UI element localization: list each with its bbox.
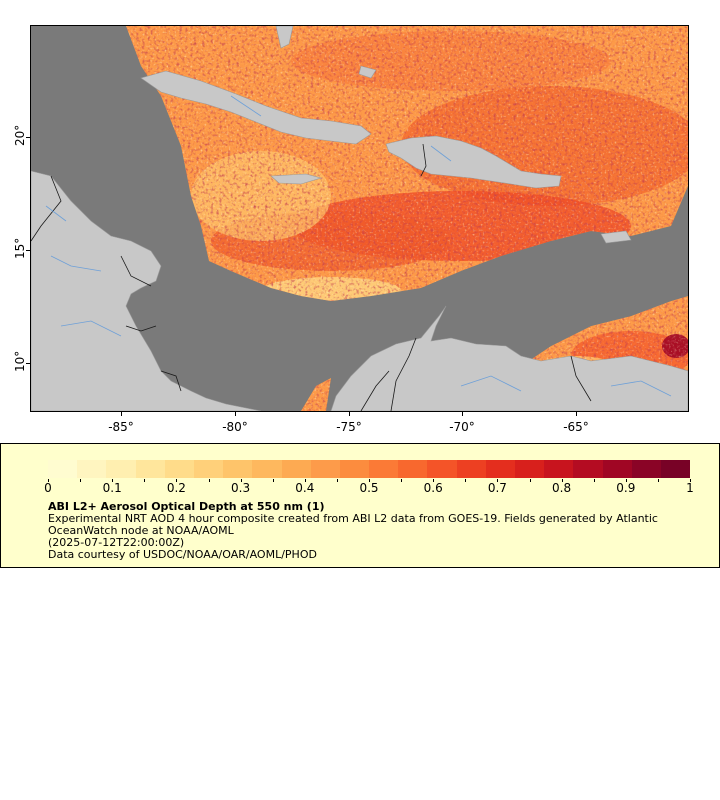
jamaica: [270, 173, 323, 185]
colorbar-tick-mark: [208, 479, 210, 482]
x-tick: [349, 412, 350, 416]
x-tick: [576, 412, 577, 416]
colorbar-tick-mark: [401, 479, 403, 482]
nodata-gap: [461, 236, 688, 366]
colorbar-tick-label: 0: [44, 481, 52, 495]
x-tick: [235, 412, 236, 416]
colorbar-swatch: [106, 460, 136, 478]
colorbar-tick-mark: [240, 479, 242, 482]
colorbar-tick-label: 0.5: [359, 481, 379, 495]
colorbar-tick-mark: [433, 479, 435, 482]
colorbar-swatch: [369, 460, 399, 478]
colorbar-tick-mark: [690, 479, 691, 482]
colorbar-swatch: [135, 460, 165, 478]
colorbar-swatch: [164, 460, 194, 478]
colorbar-tick-mark: [625, 479, 627, 482]
legend-title: ABI L2+ Aerosol Optical Depth at 550 nm …: [48, 500, 325, 513]
y-tick: [26, 137, 30, 138]
colorbar-tick-label: 0.8: [552, 481, 572, 495]
land-masses: [31, 26, 688, 411]
colorbar-tick-mark: [657, 479, 659, 482]
colorbar-tick-label: 0.1: [102, 481, 122, 495]
legend-text: ABI L2+ Aerosol Optical Depth at 550 nm …: [48, 501, 698, 561]
x-axis-label: -85°: [108, 420, 134, 434]
colorbar-swatch: [398, 460, 428, 478]
country-borders: [31, 143, 592, 411]
colorbar-swatch: [602, 460, 632, 478]
x-axis-label: -70°: [449, 420, 475, 434]
colorbar-tick-mark: [336, 479, 338, 482]
colorbar-swatch: [631, 460, 661, 478]
legend-timestamp: (2025-07-12T22:00:00Z): [48, 536, 185, 549]
colorbar-tick-mark: [465, 479, 467, 482]
colorbar-tick-label: 1: [686, 481, 694, 495]
colorbar-tick-label: 0.2: [166, 481, 186, 495]
aod-map: [31, 26, 688, 411]
colorbar-swatch: [48, 460, 78, 478]
colorbar-tick-mark: [304, 479, 306, 482]
colorbar-swatch: [573, 460, 603, 478]
cuba: [140, 70, 372, 145]
y-axis-label: 15°: [13, 237, 27, 259]
legend-panel: ABI L2+ Aerosol Optical Depth at 550 nm …: [0, 443, 720, 568]
colorbar: [48, 460, 691, 478]
colorbar-swatch: [427, 460, 457, 478]
colorbar-tick-mark: [272, 479, 274, 482]
hispaniola: [385, 135, 562, 189]
colorbar-swatch: [223, 460, 253, 478]
x-tick: [462, 412, 463, 416]
x-axis-label: -65°: [563, 420, 589, 434]
colorbar-tick-mark: [369, 479, 370, 482]
y-axis-label: 20°: [13, 124, 27, 146]
x-tick: [121, 412, 122, 416]
colorbar-tick-mark: [529, 479, 531, 482]
colorbar-tick-mark: [112, 479, 114, 482]
colorbar-swatch: [193, 460, 224, 478]
colorbar-swatch: [339, 460, 370, 478]
colorbar-tick-mark: [497, 479, 499, 482]
colorbar-tick-mark: [561, 479, 563, 482]
colorbar-tick-mark: [48, 479, 49, 482]
colorbar-tick-label: 0.9: [616, 481, 636, 495]
colorbar-swatch: [544, 460, 574, 478]
rivers: [45, 95, 672, 397]
colorbar-swatch: [660, 460, 691, 478]
y-tick: [26, 363, 30, 364]
south-america: [330, 305, 688, 411]
central-america: [31, 170, 262, 411]
colorbar-swatch: [252, 460, 282, 478]
colorbar-tick-mark: [176, 479, 178, 482]
colorbar-tick-label: 0.3: [231, 481, 251, 495]
x-axis-label: -80°: [222, 420, 248, 434]
colorbar-tick-mark: [593, 479, 595, 482]
colorbar-tick-label: 0.6: [423, 481, 443, 495]
y-tick: [26, 250, 30, 251]
legend-description: Experimental NRT AOD 4 hour composite cr…: [48, 512, 658, 537]
y-axis-label: 10°: [13, 350, 27, 372]
colorbar-tick-label: 0.4: [295, 481, 315, 495]
colorbar-swatch: [310, 460, 340, 478]
colorbar-swatch: [281, 460, 311, 478]
colorbar-swatch: [485, 460, 515, 478]
x-axis-label: -75°: [336, 420, 362, 434]
colorbar-swatch: [515, 460, 545, 478]
colorbar-tick-mark: [80, 479, 82, 482]
colorbar-swatch: [77, 460, 107, 478]
colorbar-swatch: [456, 460, 486, 478]
colorbar-tick-label: 0.7: [487, 481, 507, 495]
legend-credit: Data courtesy of USDOC/NOAA/OAR/AOML/PHO…: [48, 548, 317, 561]
colorbar-tick-mark: [144, 479, 146, 482]
map-plot-area: [30, 25, 689, 412]
